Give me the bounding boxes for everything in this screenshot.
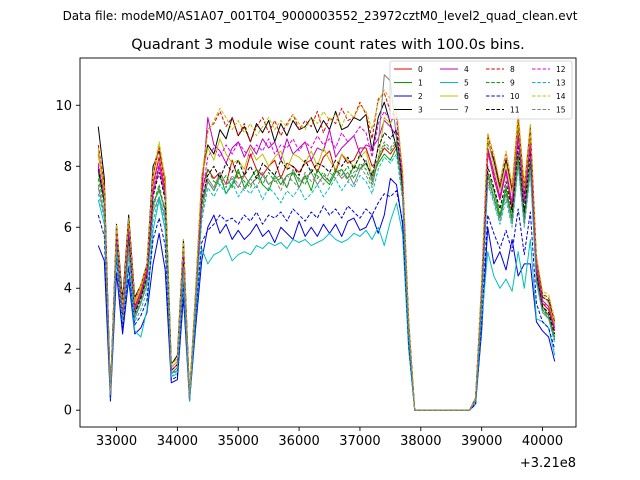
x-tick-label: 34000 [157, 434, 198, 449]
x-tick-label: 35000 [218, 434, 259, 449]
legend-label-1: 1 [418, 79, 423, 88]
axes-frame [79, 57, 577, 428]
y-tick-label: 2 [64, 343, 72, 358]
legend-label-9: 9 [510, 79, 515, 88]
legend-label-2: 2 [418, 92, 423, 101]
y-axis-ticks: 0 2 4 6 8 10 [55, 99, 80, 419]
legend-label-6: 6 [464, 92, 469, 101]
legend-label-13: 13 [556, 79, 566, 88]
x-tick-label: 33000 [96, 434, 137, 449]
legend-frame [389, 60, 573, 120]
legend-label-5: 5 [464, 79, 469, 88]
x-tick-label: 39000 [461, 434, 502, 449]
x-tick-label: 40000 [522, 434, 563, 449]
y-tick-label: 10 [55, 99, 72, 114]
chart-title: Quadrant 3 module wise count rates with … [131, 37, 525, 53]
legend-label-15: 15 [556, 106, 566, 115]
series-line-13 [97, 153, 556, 411]
x-tick-label: 36000 [278, 434, 319, 449]
legend-label-0: 0 [418, 65, 423, 74]
figure-suptitle: Data file: modeM0/AS1A07_001T04_90000035… [63, 9, 578, 23]
y-tick-label: 4 [64, 282, 72, 297]
legend-label-8: 8 [510, 65, 515, 74]
x-tick-label: 37000 [339, 434, 380, 449]
series-line-14 [97, 89, 556, 411]
series-line-15 [97, 138, 556, 411]
legend-label-12: 12 [556, 65, 566, 74]
x-offset-label: +3.21e8 [520, 456, 576, 471]
y-tick-label: 8 [64, 160, 72, 175]
y-tick-label: 0 [64, 404, 72, 419]
y-tick-label: 6 [64, 221, 72, 236]
x-axis-ticks: 33000 34000 35000 36000 37000 38000 39000 40000 [96, 427, 563, 449]
legend-label-10: 10 [510, 92, 520, 101]
plot-lines [97, 74, 556, 411]
x-tick-label: 38000 [400, 434, 441, 449]
series-line-5 [97, 199, 556, 411]
legend-label-7: 7 [464, 106, 469, 115]
legend-label-14: 14 [556, 92, 566, 101]
legend-label-4: 4 [464, 65, 469, 74]
legend-label-3: 3 [418, 106, 423, 115]
legend-label-11: 11 [510, 106, 520, 115]
